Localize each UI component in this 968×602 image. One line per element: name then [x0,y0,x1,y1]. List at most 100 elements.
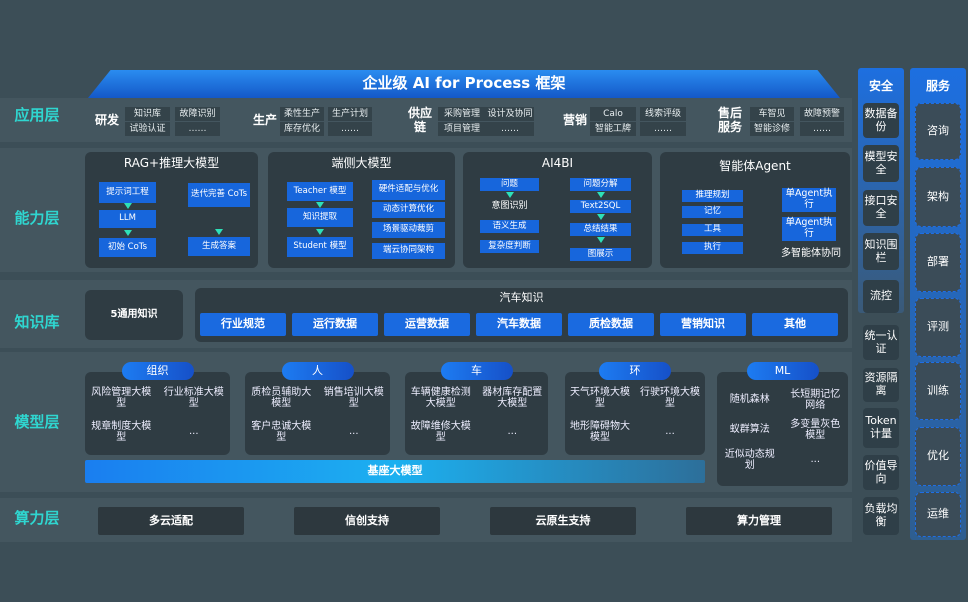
app-item: …… [175,122,220,136]
agent-item: 工具 [682,224,743,236]
model-category-pill: ML [746,362,819,380]
ai4bi-item: 复杂度判断 [480,240,539,253]
service-item: 咨询 [915,103,961,160]
model-item: 行业标准大模型 [163,386,224,410]
compute-item: 多云适配 [98,507,244,535]
knowledge-item: 运营数据 [384,313,470,336]
app-item: 设计及协同 [486,107,534,121]
edge-title: 端侧大模型 [331,156,392,171]
model-item: 客户忠诚大模型 [251,420,312,444]
model-item: 长短期记忆网络 [790,388,841,412]
model-panel [565,372,705,455]
rag-item: 迭代完善 CoTs [188,183,250,207]
app-item: 故障预警 [800,107,844,121]
app-item: …… [486,122,534,136]
edge-item: 知识提取 [287,208,353,227]
security-item: 模型安全 [863,145,899,182]
model-item: 风险管理大模型 [91,386,152,410]
agent-footer: 多智能体协同 [781,248,841,260]
model-item: 地形障碍物大模型 [570,420,630,444]
app-item: …… [328,122,372,136]
app-item: Calo [590,107,636,121]
app-item: 线索评级 [640,107,686,121]
model-item: ... [665,426,675,438]
app-item: 智能工牌 [590,122,636,136]
security-item: 统一认证 [863,325,899,360]
auto-knowledge-title: 汽车知识 [499,290,544,304]
knowledge-item: 运行数据 [292,313,378,336]
base-model-bar: 基座大模型 [85,460,705,483]
app-item: …… [640,122,686,136]
edge-item: 场景驱动裁剪 [372,222,445,238]
ai4bi-item: 意图识别 [491,200,528,211]
app-group-name: 售后服务 [717,106,742,134]
model-item: ... [507,426,518,438]
app-item: 项目管理 [438,122,486,136]
model-item: 蚁群算法 [729,424,770,436]
layer-label-model: 模型层 [14,413,60,432]
ai4bi-item: 问题 [480,178,539,191]
model-item: 器材库存配置大模型 [482,386,543,410]
model-item: 行驶环境大模型 [640,386,700,410]
model-item: 质检员辅助大模型 [251,386,312,410]
security-title: 安全 [868,79,893,94]
knowledge-item: 质检数据 [568,313,654,336]
arrow-down-icon [316,229,324,235]
model-item: ... [810,454,821,466]
edge-item: 端云协同架构 [372,243,445,259]
app-item: 智能诊修 [750,122,794,136]
agent-item: 记忆 [682,206,743,218]
arrow-down-icon [124,230,132,236]
edge-item: 动态计算优化 [372,202,445,218]
model-panel [245,372,390,455]
knowledge-item: 其他 [752,313,838,336]
model-item: 随机森林 [729,394,770,406]
layer-label-compute: 算力层 [14,509,60,528]
arrow-down-icon [597,192,605,198]
ai4bi-item: 图展示 [570,248,631,261]
model-item: 销售培训大模型 [323,386,384,410]
arrow-down-icon [597,237,605,243]
agent-item: 单Agent执行 [782,217,836,241]
agent-item: 执行 [682,242,743,254]
model-panel [717,372,848,486]
model-category-pill: 车 [440,362,513,380]
knowledge-item: 营销知识 [660,313,746,336]
security-item: Token计量 [863,408,899,448]
security-item: 知识围栏 [863,233,899,270]
app-item: 柔性生产 [280,107,324,121]
app-item: 库存优化 [280,122,324,136]
arrow-down-icon [215,229,223,235]
ai4bi-title: AI4BI [541,156,574,171]
agent-item: 推理规划 [682,190,743,202]
edge-item: Teacher 模型 [287,182,353,201]
compute-item: 算力管理 [686,507,832,535]
agent-title: 智能体Agent [719,159,791,174]
security-item: 流控 [863,280,899,313]
app-item: 车智见 [750,107,794,121]
services-title: 服务 [925,79,950,94]
knowledge-item: 行业规范 [200,313,286,336]
ai4bi-item: Text2SQL [570,200,631,213]
model-item: 规章制度大模型 [91,420,152,444]
edge-item: 硬件适配与优化 [372,180,445,200]
rag-title: RAG+推理大模型 [123,156,220,171]
app-group-name: 生产 [252,113,277,128]
app-item: 试验认证 [125,122,170,136]
model-item: 多变量灰色模型 [790,418,841,442]
ai4bi-item: 问题分解 [570,178,631,191]
app-item: …… [800,122,844,136]
service-item: 架构 [915,167,961,227]
model-panel [85,372,230,455]
app-item: 知识库 [125,107,170,121]
title-banner: 企业级 AI for Process 框架 [88,70,840,98]
app-item: 故障识别 [175,107,220,121]
arrow-down-icon [316,202,324,208]
arrow-down-icon [506,192,514,198]
security-item: 资源隔离 [863,368,899,402]
app-group-name: 研发 [94,113,119,128]
rag-item: 提示词工程 [99,182,156,203]
app-item: 生产计划 [328,107,372,121]
model-item: 车辆健康检测大模型 [410,386,471,410]
security-item: 接口安全 [863,190,899,226]
